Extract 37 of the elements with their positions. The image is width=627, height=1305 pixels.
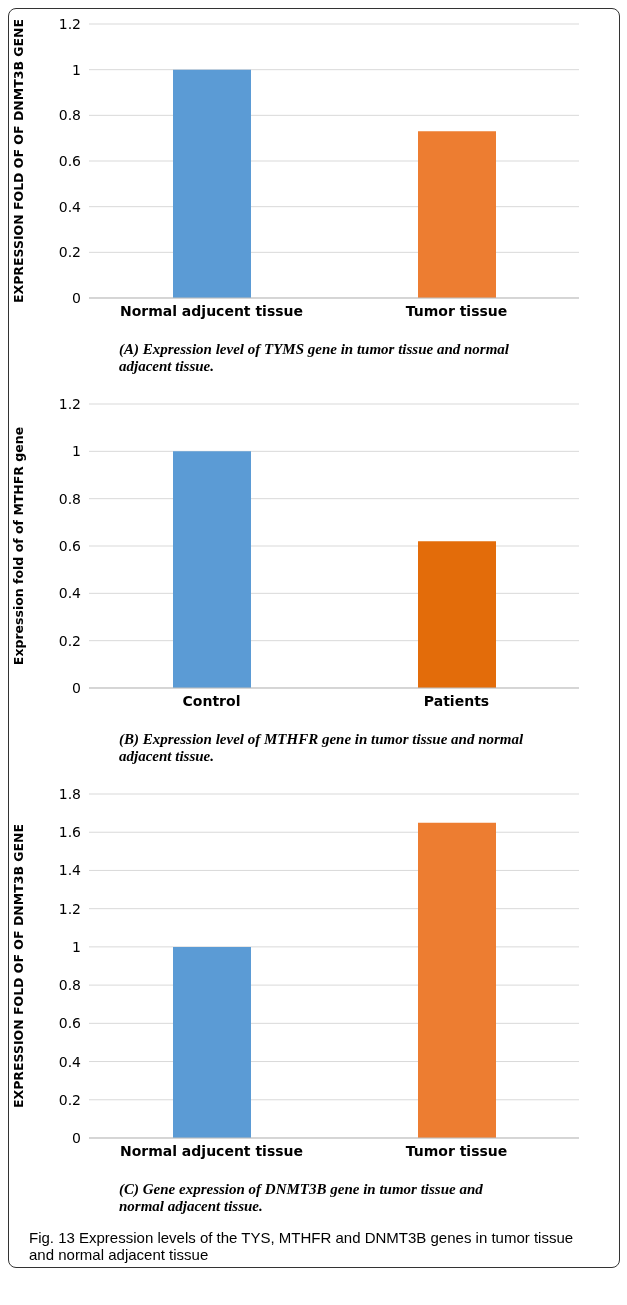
y-tick-label: 0.4 [58, 585, 82, 602]
y-axis-title: EXPRESSION FOLD OF OF DNMT3B GENE [11, 18, 27, 304]
x-tick-label: Normal adjucent tissue [119, 302, 304, 319]
y-tick-label: 0.6 [58, 152, 82, 169]
y-tick-label: 0.2 [58, 632, 81, 649]
y-tick-label: 0 [72, 679, 81, 696]
text: (C) Gene expression of DNMT3B gene in tumor tissue and normal adjacent tissue. [119, 1181, 484, 1215]
text: (A) Expression level of TYMS gene in tumor tissue and normal adjacent tissue. [119, 341, 511, 375]
x-tick-label: Normal adjucent tissue [119, 1142, 304, 1159]
y-tick-label: 1 [72, 61, 81, 78]
y-tick-label: 0.2 [58, 244, 81, 261]
y-tick-label: 0.8 [58, 977, 81, 994]
y-tick-label: 1.4 [58, 862, 82, 879]
y-tick-label: 1.2 [58, 15, 81, 32]
y-axis-title: EXPRESSION FOLD OF OF DNMT3B GENE [11, 823, 27, 1109]
y-tick-label: 0.4 [58, 198, 82, 215]
y-tick-label: 1.8 [58, 785, 81, 802]
y-tick-label: 1 [72, 938, 81, 955]
y-tick-label: 0.4 [58, 1053, 82, 1070]
y-tick-label: 0 [72, 1129, 81, 1146]
y-tick-label: 0.6 [58, 537, 82, 554]
y-tick-label: 1.2 [58, 395, 81, 412]
caption: Fig. 13 Expression levels of the TYS, MTHFR and DNMT3B genes in tumor tissue and normal adjacent tissue [29, 1229, 575, 1263]
x-tick-label: Patients [423, 692, 490, 709]
x-tick-label: Tumor tissue [405, 1142, 508, 1159]
y-axis-title: Expression fold of of MTHFR gene [11, 426, 27, 666]
y-tick-label: 0 [72, 289, 81, 306]
y-tick-label: 0.8 [58, 107, 81, 124]
x-tick-label: Tumor tissue [405, 302, 508, 319]
y-tick-label: 0.8 [58, 490, 81, 507]
x-tick-label: Control [182, 692, 241, 709]
y-tick-label: 0.6 [58, 1015, 82, 1032]
y-tick-label: 1.2 [58, 900, 81, 917]
y-tick-label: 1.6 [58, 824, 82, 841]
text: (B) Expression level of MTHFR gene in tumor tissue and normal adjacent tissue. [119, 731, 525, 765]
y-tick-label: 0.2 [58, 1091, 81, 1108]
y-tick-label: 1 [72, 443, 81, 460]
